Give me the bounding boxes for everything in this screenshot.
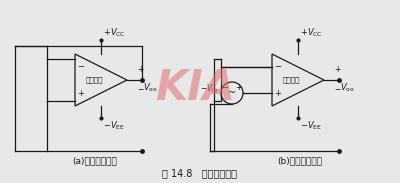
Text: −: − xyxy=(274,63,282,72)
Text: $V_{\rm oo}$: $V_{\rm oo}$ xyxy=(143,82,158,94)
Text: $+V_{\rm CC}$: $+V_{\rm CC}$ xyxy=(103,27,126,39)
Text: $-V_{\rm EE}$: $-V_{\rm EE}$ xyxy=(103,119,125,132)
Text: +: + xyxy=(137,65,143,74)
Text: +: + xyxy=(236,83,242,92)
Text: −: − xyxy=(334,85,340,94)
Text: −: − xyxy=(137,85,143,94)
Text: 实际运放: 实际运放 xyxy=(86,77,104,83)
Text: 图 14.8   输入失调电压: 图 14.8 输入失调电压 xyxy=(162,168,238,178)
Text: $-V_{\rm EE}$: $-V_{\rm EE}$ xyxy=(300,119,322,132)
Text: (a)输入端口接地: (a)输入端口接地 xyxy=(73,156,117,165)
Text: +: + xyxy=(274,89,282,98)
Text: +: + xyxy=(334,65,340,74)
Text: $-V_{\rm io}$: $-V_{\rm io}$ xyxy=(200,83,218,95)
Text: $V_{\rm oo}$: $V_{\rm oo}$ xyxy=(340,82,355,94)
Text: +: + xyxy=(78,89,84,98)
Text: KIA: KIA xyxy=(155,67,235,109)
Text: ~: ~ xyxy=(228,88,236,98)
Text: 理想运放: 理想运放 xyxy=(283,77,300,83)
Text: (b)输入失调电压: (b)输入失调电压 xyxy=(278,156,322,165)
Text: −: − xyxy=(78,63,84,72)
Text: $+V_{\rm CC}$: $+V_{\rm CC}$ xyxy=(300,27,323,39)
Text: −: − xyxy=(222,83,228,92)
